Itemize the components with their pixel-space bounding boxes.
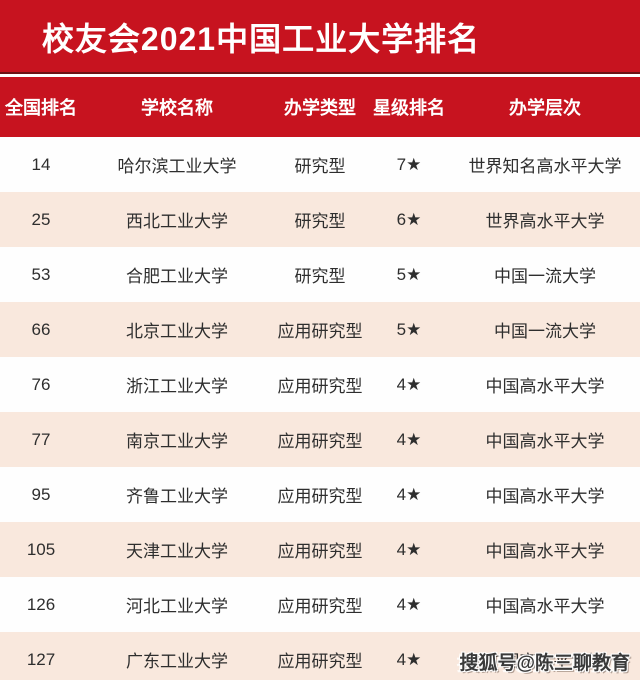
column-header-rank: 全国排名 [5,98,77,118]
table-row: 53 合肥工业大学 研究型 5★ 中国一流大学 [0,247,640,302]
table-row: 66 北京工业大学 应用研究型 5★ 中国一流大学 [0,302,640,357]
cell-star: 7★ [396,154,422,174]
cell-name: 合肥工业大学 [126,267,228,286]
cell-rank: 66 [31,319,51,339]
table-row: 77 南京工业大学 应用研究型 4★ 中国高水平大学 [0,412,640,467]
table-row: 127 广东工业大学 应用研究型 4★ 中国高水平大学 [0,632,640,680]
cell-level: 中国高水平大学 [485,597,605,616]
cell-rank: 77 [31,429,51,449]
cell-name: 哈尔滨工业大学 [117,157,237,176]
title-banner: 校友会2021中国工业大学排名 [0,0,640,72]
cell-rank: 105 [26,539,56,559]
cell-level: 中国高水平大学 [485,487,605,506]
table-header-row: 全国排名 学校名称 办学类型 星级排名 办学层次 [0,77,640,137]
cell-star: 4★ [396,429,422,449]
cell-type: 应用研究型 [277,377,363,396]
cell-name: 广东工业大学 [126,652,228,671]
cell-star: 4★ [396,594,422,614]
cell-rank: 14 [31,154,51,174]
table-row: 14 哈尔滨工业大学 研究型 7★ 世界知名高水平大学 [0,137,640,192]
cell-type: 应用研究型 [277,432,363,451]
cell-rank: 53 [31,264,51,284]
cell-name: 西北工业大学 [126,212,228,231]
cell-type: 应用研究型 [277,652,363,671]
cell-star: 6★ [396,209,422,229]
cell-star: 4★ [396,484,422,504]
cell-type: 应用研究型 [277,487,363,506]
cell-level: 中国高水平大学 [485,542,605,561]
cell-name: 齐鲁工业大学 [126,487,228,506]
cell-type: 研究型 [294,212,346,231]
divider-line [0,74,640,77]
cell-type: 应用研究型 [277,597,363,616]
cell-type: 研究型 [294,157,346,176]
page-title: 校友会2021中国工业大学排名 [41,21,481,57]
column-header-name: 学校名称 [141,98,213,118]
table-row: 105 天津工业大学 应用研究型 4★ 中国高水平大学 [0,522,640,577]
cell-star: 4★ [396,374,422,394]
cell-type: 应用研究型 [277,542,363,561]
cell-name: 天津工业大学 [126,542,228,561]
cell-star: 5★ [396,319,422,339]
cell-level: 中国高水平大学 [485,377,605,396]
watermark: 搜狐号@陈三聊教育 [459,653,630,674]
cell-star: 4★ [396,539,422,559]
cell-star: 4★ [396,649,422,669]
cell-level: 中国高水平大学 [485,432,605,451]
column-header-star: 星级排名 [373,98,445,118]
cell-type: 研究型 [294,267,346,286]
table-row: 95 齐鲁工业大学 应用研究型 4★ 中国高水平大学 [0,467,640,522]
cell-level: 世界知名高水平大学 [468,157,622,176]
cell-level: 中国一流大学 [494,322,596,341]
column-header-type: 办学类型 [284,98,356,118]
cell-type: 应用研究型 [277,322,363,341]
cell-level: 中国一流大学 [494,267,596,286]
cell-name: 河北工业大学 [126,597,228,616]
cell-rank: 25 [31,209,51,229]
cell-level: 中国高水平大学 [485,652,605,671]
table-body: 14 哈尔滨工业大学 研究型 7★ 世界知名高水平大学 25 西北工业大学 研究型 6★ 世界高水… [0,137,640,680]
table-row: 126 河北工业大学 应用研究型 4★ 中国高水平大学 [0,577,640,632]
table-row: 25 西北工业大学 研究型 6★ 世界高水平大学 [0,192,640,247]
cell-rank: 76 [31,374,51,394]
cell-rank: 95 [31,484,51,504]
cell-name: 浙江工业大学 [126,377,228,396]
divider-shadow [0,72,640,74]
table-row: 76 浙江工业大学 应用研究型 4★ 中国高水平大学 [0,357,640,412]
cell-rank: 127 [26,649,56,669]
cell-level: 世界高水平大学 [485,212,605,231]
cell-name: 南京工业大学 [126,432,228,451]
cell-name: 北京工业大学 [126,322,228,341]
column-header-level: 办学层次 [509,98,581,118]
cell-star: 5★ [396,264,422,284]
cell-rank: 126 [26,594,56,614]
